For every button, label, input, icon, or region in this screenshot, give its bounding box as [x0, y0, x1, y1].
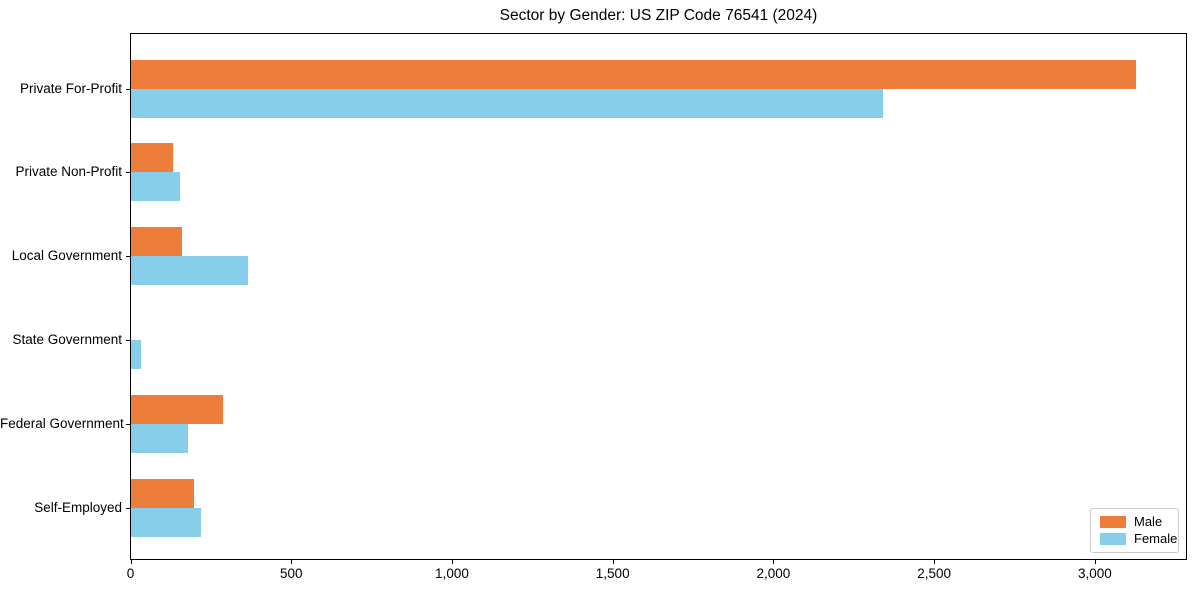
y-tick-mark: [126, 256, 130, 258]
chart-title: Sector by Gender: US ZIP Code 76541 (202…: [499, 7, 818, 24]
legend-item-female: Female: [1100, 532, 1177, 546]
x-tick-mark: [291, 560, 293, 564]
bar-male-federal-government: [130, 394, 224, 424]
x-tick-mark: [612, 560, 614, 564]
legend-label-female: Female: [1134, 531, 1178, 546]
y-tick-label: Self-Employed: [34, 499, 122, 515]
x-tick-mark: [934, 560, 936, 564]
bar-male-self-employed: [130, 478, 194, 508]
y-tick-mark: [126, 423, 130, 425]
x-tick-label: 2,000: [756, 566, 791, 581]
legend: Male Female: [1090, 508, 1179, 553]
x-tick-mark: [1094, 560, 1096, 564]
bar-male-local-government: [130, 227, 182, 257]
bar-female-private-for-profit: [130, 88, 883, 118]
y-tick-label: Private Non-Profit: [15, 164, 122, 180]
legend-item-male: Male: [1100, 515, 1170, 529]
x-tick-label: 500: [279, 566, 303, 581]
y-tick-label: State Government: [12, 331, 122, 347]
y-tick-mark: [126, 172, 130, 174]
x-tick-label: 3,000: [1077, 566, 1112, 581]
bar-female-local-government: [130, 256, 249, 286]
y-tick-label: Local Government: [11, 248, 122, 264]
x-tick-mark: [130, 560, 132, 564]
y-tick-label: Federal Government: [0, 415, 124, 431]
bar-female-self-employed: [130, 507, 202, 537]
legend-swatch-male-icon: [1100, 516, 1126, 528]
legend-swatch-female-icon: [1100, 533, 1126, 545]
x-tick-label: 1,500: [595, 566, 630, 581]
y-tick-mark: [126, 88, 130, 90]
x-tick-label: 0: [126, 566, 135, 581]
x-tick-mark: [773, 560, 775, 564]
legend-label-male: Male: [1134, 514, 1163, 529]
y-tick-mark: [126, 507, 130, 509]
x-tick-mark: [451, 560, 453, 564]
bar-female-state-government: [130, 339, 142, 369]
x-tick-label: 2,500: [917, 566, 952, 581]
y-tick-mark: [126, 339, 130, 341]
bar-male-private-for-profit: [130, 59, 1137, 89]
x-tick-label: 1,000: [435, 566, 469, 581]
y-tick-label: Private For-Profit: [19, 80, 122, 96]
bar-male-private-non-profit: [130, 143, 173, 173]
bar-female-federal-government: [130, 423, 188, 453]
bar-female-private-non-profit: [130, 172, 180, 202]
